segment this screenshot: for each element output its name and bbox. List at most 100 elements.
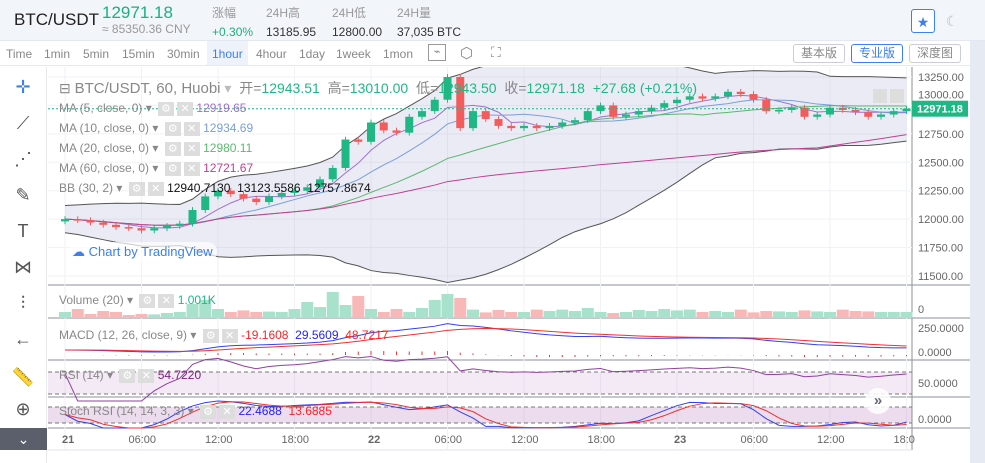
- crosshair-icon[interactable]: ✛: [15, 77, 31, 97]
- volume-bar: [836, 309, 849, 318]
- gear-icon[interactable]: ⚙: [202, 328, 219, 343]
- volume-bar: [186, 304, 199, 318]
- stoch-k-line: [64, 400, 907, 429]
- collapse-button[interactable]: ⌄: [0, 428, 47, 450]
- candle: [124, 227, 133, 229]
- gear-icon[interactable]: ⚙: [139, 293, 156, 308]
- pattern-icon[interactable]: ⋈: [14, 257, 32, 277]
- volume-bar: [556, 309, 569, 318]
- candle: [175, 223, 184, 226]
- text-icon[interactable]: T: [17, 221, 29, 241]
- volume-bar: [658, 309, 671, 318]
- back-arrow-icon[interactable]: ←: [14, 329, 32, 349]
- volume-bar: [747, 312, 760, 318]
- interval-time[interactable]: Time: [6, 47, 33, 61]
- close-icon[interactable]: ✕: [183, 161, 200, 176]
- scroll-right-button[interactable]: »: [865, 388, 891, 414]
- close-icon[interactable]: ✕: [219, 404, 236, 419]
- trendline-icon[interactable]: ⟋: [16, 113, 30, 133]
- indicator-chart-icon[interactable]: ⌁: [428, 44, 446, 61]
- volume-bar: [352, 296, 365, 318]
- bollinger-upper: [64, 67, 907, 206]
- screenshot-icon[interactable]: ⛶: [491, 44, 501, 60]
- candle: [392, 130, 401, 133]
- tradingview-watermark[interactable]: ☁ Chart by TradingView: [68, 242, 217, 262]
- interval-1day[interactable]: 1day: [299, 47, 326, 61]
- low-label: 低=: [415, 80, 439, 96]
- moon-icon[interactable]: ☾: [945, 13, 959, 29]
- close-icon[interactable]: ✕: [147, 181, 164, 196]
- interval-1week[interactable]: 1week: [336, 47, 371, 61]
- volume-bar: [773, 311, 785, 318]
- collapse-icon[interactable]: ⊟: [59, 80, 71, 96]
- close-icon[interactable]: ✕: [221, 328, 238, 343]
- ma60-line: [64, 134, 907, 226]
- time-tick: 12:00: [817, 434, 845, 446]
- candle: [609, 105, 618, 117]
- volume-bar: [862, 311, 875, 318]
- volume-bar: [505, 312, 518, 318]
- high-value: 13010.00: [349, 80, 409, 96]
- fib-icon[interactable]: ⋰: [14, 149, 32, 169]
- cny-price: ≈ 85350.36 CNY: [102, 22, 191, 36]
- settings-hexagon-icon[interactable]: ⬡: [460, 45, 474, 62]
- volume-bar: [59, 312, 71, 318]
- price-tick: 12750.00: [918, 129, 964, 141]
- gear-icon[interactable]: ⚙: [158, 101, 175, 116]
- volume-bar: [811, 311, 824, 318]
- close-icon[interactable]: ✕: [183, 121, 200, 136]
- volume-bar: [569, 311, 581, 318]
- interval-4hour[interactable]: 4hour: [256, 47, 287, 61]
- volume-bar: [632, 310, 645, 318]
- volume-bar: [620, 312, 632, 318]
- macd-line: [64, 323, 907, 353]
- view-pro-button[interactable]: 专业版: [851, 44, 904, 63]
- interval-1mon[interactable]: 1mon: [383, 47, 414, 61]
- gear-icon[interactable]: ⚙: [164, 121, 181, 136]
- ruler-icon[interactable]: 📏: [11, 367, 35, 387]
- brush-icon[interactable]: ✎: [15, 185, 31, 205]
- legend-ma60: MA (60, close, 0) ▾ ⚙ ✕ 12721.67: [59, 161, 254, 176]
- volume-bar: [760, 311, 773, 318]
- time-tick: 12:00: [511, 434, 539, 446]
- view-depth-button[interactable]: 深度图: [909, 44, 962, 63]
- volume-bar: [798, 310, 811, 318]
- zoom-icon[interactable]: ⊕: [15, 399, 31, 419]
- candle: [494, 119, 503, 126]
- candle: [838, 107, 847, 110]
- price-tick: 13250.00: [918, 72, 964, 84]
- gear-icon[interactable]: ⚙: [164, 161, 181, 176]
- gear-icon[interactable]: ⚙: [164, 141, 181, 156]
- candle: [456, 77, 465, 129]
- candle: [813, 114, 822, 117]
- candle: [214, 190, 222, 197]
- gear-icon[interactable]: ⚙: [200, 404, 217, 419]
- view-basic-button[interactable]: 基本版: [793, 44, 846, 63]
- price-tick: 12000.00: [918, 214, 964, 226]
- volume-bar: [237, 310, 250, 318]
- close-icon[interactable]: ✕: [138, 368, 155, 383]
- close-value: 12971.18: [526, 80, 585, 96]
- close-icon[interactable]: ✕: [183, 141, 200, 156]
- scale-up-button: [890, 89, 904, 103]
- volume-bar: [416, 308, 428, 318]
- interval-30min[interactable]: 30min: [167, 47, 200, 61]
- interval-15min[interactable]: 15min: [122, 47, 155, 61]
- interval-1hour[interactable]: 1hour: [207, 41, 248, 65]
- close-icon[interactable]: ✕: [177, 101, 194, 116]
- interval-1min[interactable]: 1min: [44, 47, 71, 61]
- close-icon[interactable]: ✕: [158, 293, 175, 308]
- prediction-icon[interactable]: ⫶: [20, 293, 26, 313]
- volume-bar: [671, 310, 683, 318]
- volume-bar: [479, 312, 492, 318]
- bollinger-band-fill: [65, 67, 907, 283]
- volume-bar: [607, 313, 620, 318]
- star-icon[interactable]: ★: [911, 9, 935, 33]
- gear-icon[interactable]: ⚙: [128, 181, 145, 196]
- interval-5min[interactable]: 5min: [83, 47, 110, 61]
- gear-icon[interactable]: ⚙: [119, 368, 136, 383]
- volume-bar: [314, 307, 326, 318]
- time-tick: 06:00: [129, 434, 157, 446]
- stat-change: 涨幅 +0.30%: [212, 6, 254, 39]
- candle: [889, 111, 898, 115]
